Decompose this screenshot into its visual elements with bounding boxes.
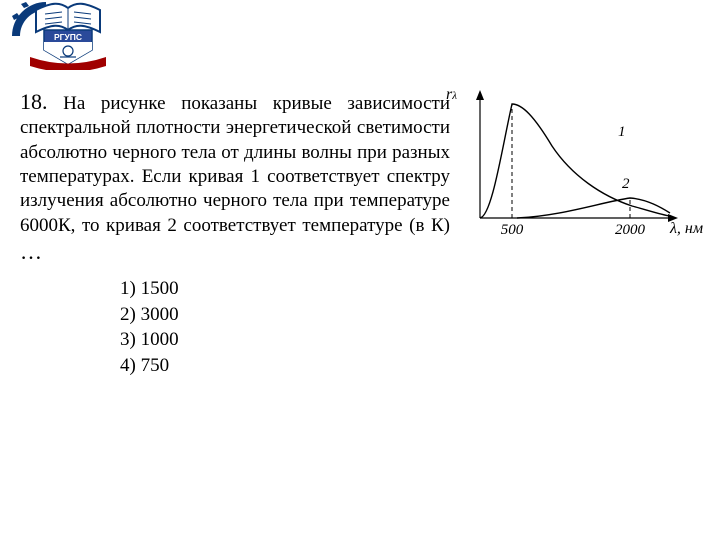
blackbody-graph: rλ 1 2 [462, 88, 692, 243]
university-logo: РГУПС [12, 2, 112, 70]
problem-ellipsis: … [20, 239, 43, 264]
curve-2-label: 2 [622, 176, 630, 192]
problem-text: 18. На рисунке показаны кривые зависимос… [20, 88, 450, 266]
problem-block: 18. На рисунке показаны кривые зависимос… [20, 88, 700, 379]
curve-2 [517, 198, 670, 218]
y-axis-label-sub: λ [452, 90, 457, 102]
problem-line1: На рисунке показаны кривые [63, 93, 332, 114]
answer-option-2: 2) 3000 [120, 302, 700, 328]
x-axis-label: λ, нм [670, 220, 703, 238]
curve-1 [480, 104, 670, 218]
page: РГУПС 18. На рисунке показаны кривые зав… [0, 0, 720, 540]
answer-options: 1) 1500 2) 3000 3) 1000 4) 750 [120, 276, 700, 379]
curve-1-label: 1 [618, 124, 626, 140]
logo-text: РГУПС [54, 32, 82, 42]
graph-svg: 1 2 500 2000 [462, 88, 692, 238]
x-tick-500: 500 [501, 222, 524, 238]
answer-option-1: 1) 1500 [120, 276, 700, 302]
y-axis-arrow [476, 90, 484, 100]
answer-option-3: 3) 1000 [120, 327, 700, 353]
problem-number: 18. [20, 89, 48, 114]
x-tick-2000: 2000 [615, 222, 646, 238]
problem-rest: зависимости спектральной плотности энерг… [20, 93, 450, 236]
answer-option-4: 4) 750 [120, 353, 700, 379]
